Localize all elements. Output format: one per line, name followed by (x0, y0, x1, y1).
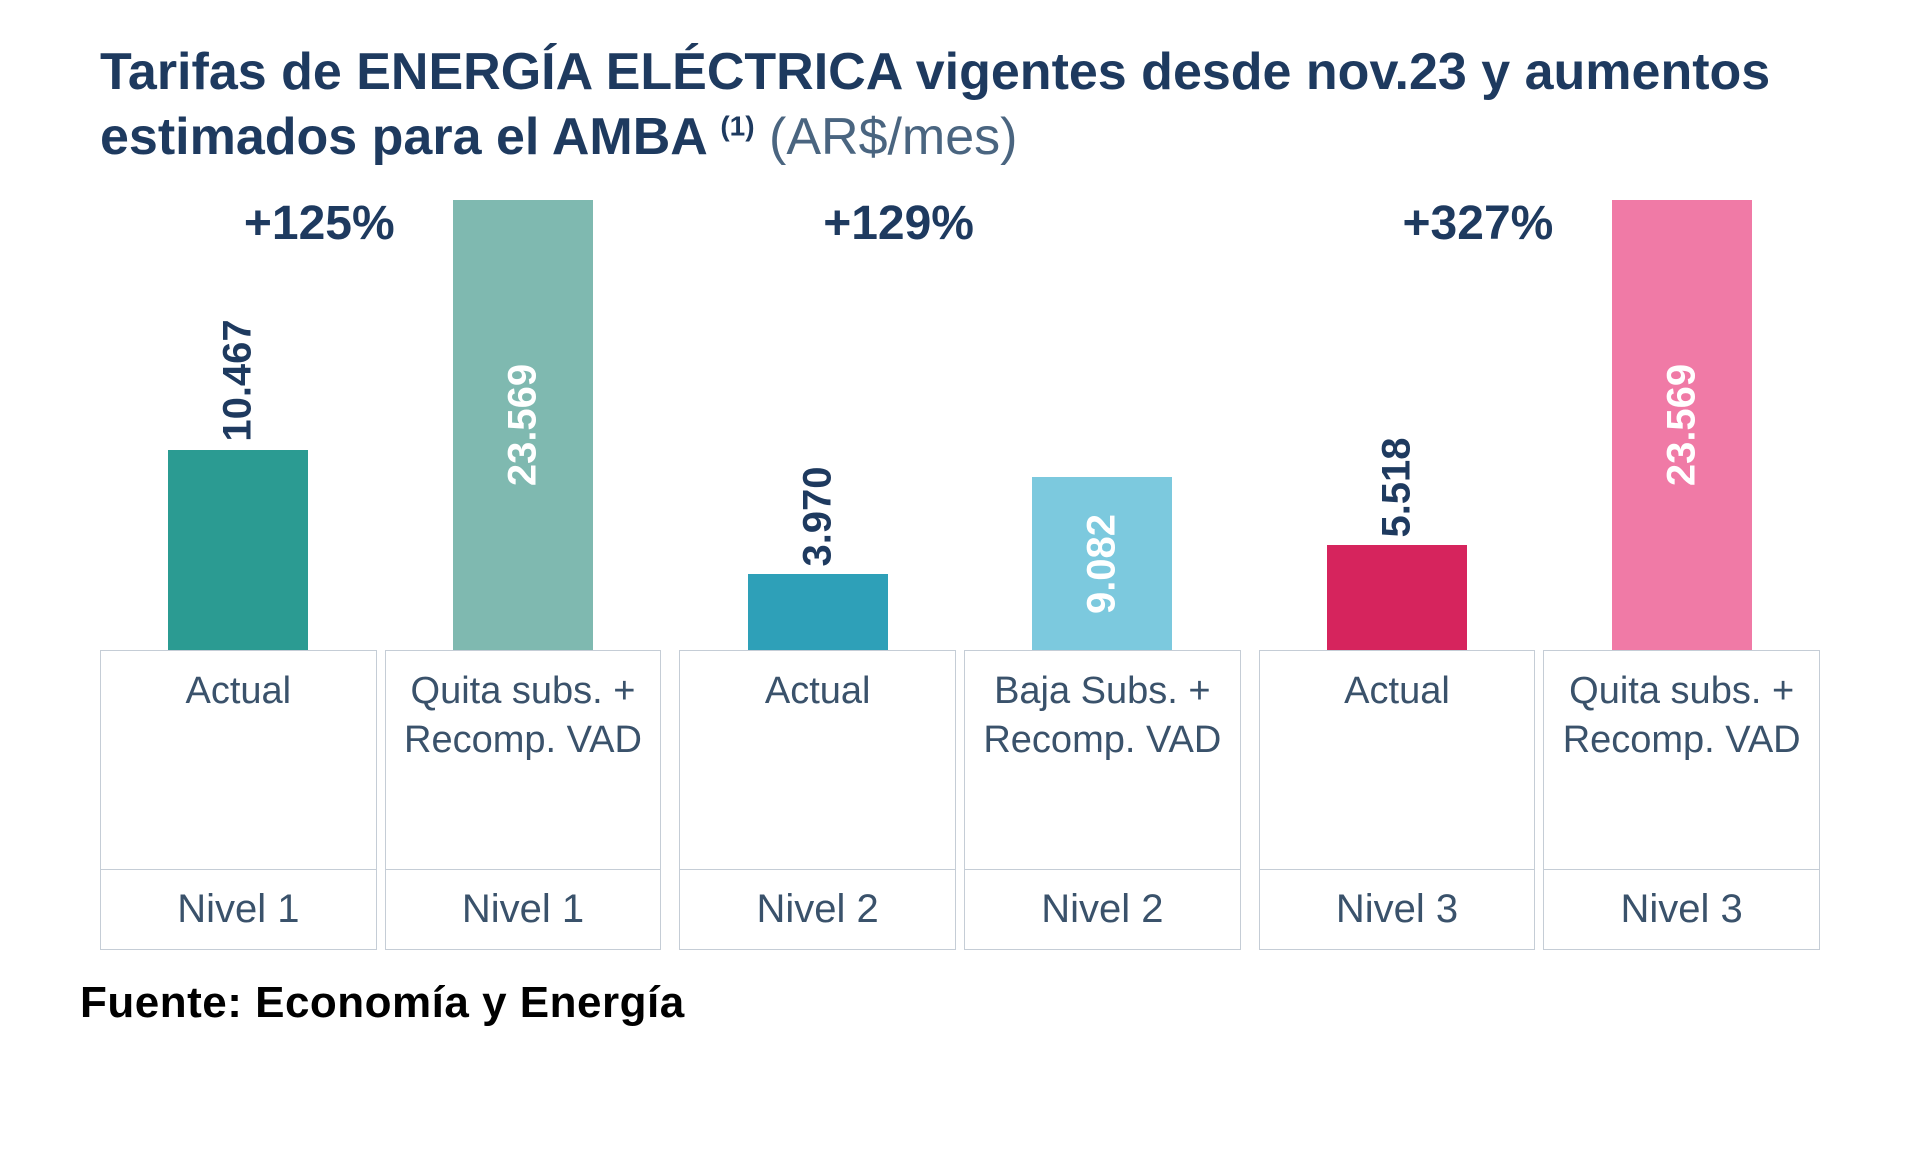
level-cell: Nivel 2 (679, 870, 956, 950)
category-cell: Actual (679, 650, 956, 870)
bar-zone: 23.569 (1543, 200, 1820, 650)
title-strong: ENERGÍA ELÉCTRICA (356, 43, 901, 101)
tariff-chart: Tarifas de ENERGÍA ELÉCTRICA vigentes de… (80, 40, 1840, 1120)
bar-column: +125%10.467 Actual Nivel 1 (100, 200, 377, 950)
level-cell: Nivel 1 (385, 870, 662, 950)
category-cell: Actual (1259, 650, 1536, 870)
bar: 23.569 (453, 200, 593, 650)
category-cell: Quita subs. + Recomp. VAD (385, 650, 662, 870)
pct-increase-label: +327% (1403, 196, 1554, 251)
level-cell: Nivel 3 (1543, 870, 1820, 950)
bar-value-label: 9.082 (1080, 513, 1125, 613)
category-label: Actual (765, 667, 871, 827)
bar-value-label: 23.569 (1659, 364, 1704, 486)
title-unit: (AR$/mes) (755, 108, 1018, 166)
category-label: Actual (186, 667, 292, 827)
bar-zone: +125%10.467 (100, 200, 377, 650)
level-cell: Nivel 2 (964, 870, 1241, 950)
title-superscript: (1) (720, 111, 754, 142)
bar: 3.970 (748, 574, 888, 650)
source-label: Fuente: Economía y Energía (80, 978, 1840, 1028)
bar: 5.518 (1327, 545, 1467, 650)
bar-column: 23.569 Quita subs. + Recomp. VAD Nivel 1 (385, 200, 662, 950)
bar-zone: +327%5.518 (1259, 200, 1536, 650)
title-strong2: AMBA (552, 108, 706, 166)
level-cell: Nivel 3 (1259, 870, 1536, 950)
bar-column: +129%3.970 Actual Nivel 2 (679, 200, 956, 950)
bar-value-label: 23.569 (501, 364, 546, 486)
level-cell: Nivel 1 (100, 870, 377, 950)
bar-group: +129%3.970 Actual Nivel 2 9.082 Baja Subs. +… (679, 200, 1240, 950)
bar-zone: +129%3.970 (679, 200, 956, 650)
bar-zone: 23.569 (385, 200, 662, 650)
bar-column: 23.569 Quita subs. + Recomp. VAD Nivel 3 (1543, 200, 1820, 950)
bar-group: +125%10.467 Actual Nivel 1 23.569 Quita subs… (100, 200, 661, 950)
bar-value-label: 3.970 (795, 466, 840, 566)
pct-increase-label: +125% (244, 196, 395, 251)
category-cell: Actual (100, 650, 377, 870)
category-label: Quita subs. + Recomp. VAD (394, 667, 653, 827)
bar: 10.467 (168, 450, 308, 650)
pct-increase-label: +129% (823, 196, 974, 251)
bar-column: +327%5.518 Actual Nivel 3 (1259, 200, 1536, 950)
bar: 9.082 (1032, 477, 1172, 650)
bar-zone: 9.082 (964, 200, 1241, 650)
bar-groups: +125%10.467 Actual Nivel 1 23.569 Quita subs… (80, 200, 1840, 950)
bar: 23.569 (1612, 200, 1752, 650)
chart-title-wrap: Tarifas de ENERGÍA ELÉCTRICA vigentes de… (80, 40, 1840, 170)
title-prefix: Tarifas de (100, 43, 356, 101)
category-label: Actual (1344, 667, 1450, 827)
category-cell: Quita subs. + Recomp. VAD (1543, 650, 1820, 870)
category-label: Baja Subs. + Recomp. VAD (973, 667, 1232, 827)
category-label: Quita subs. + Recomp. VAD (1552, 667, 1811, 827)
chart-title: Tarifas de ENERGÍA ELÉCTRICA vigentes de… (100, 40, 1820, 170)
bar-group: +327%5.518 Actual Nivel 3 23.569 Quita subs.… (1259, 200, 1820, 950)
bar-value-label: 5.518 (1374, 437, 1419, 537)
bar-value-label: 10.467 (216, 319, 261, 441)
category-cell: Baja Subs. + Recomp. VAD (964, 650, 1241, 870)
bar-column: 9.082 Baja Subs. + Recomp. VAD Nivel 2 (964, 200, 1241, 950)
